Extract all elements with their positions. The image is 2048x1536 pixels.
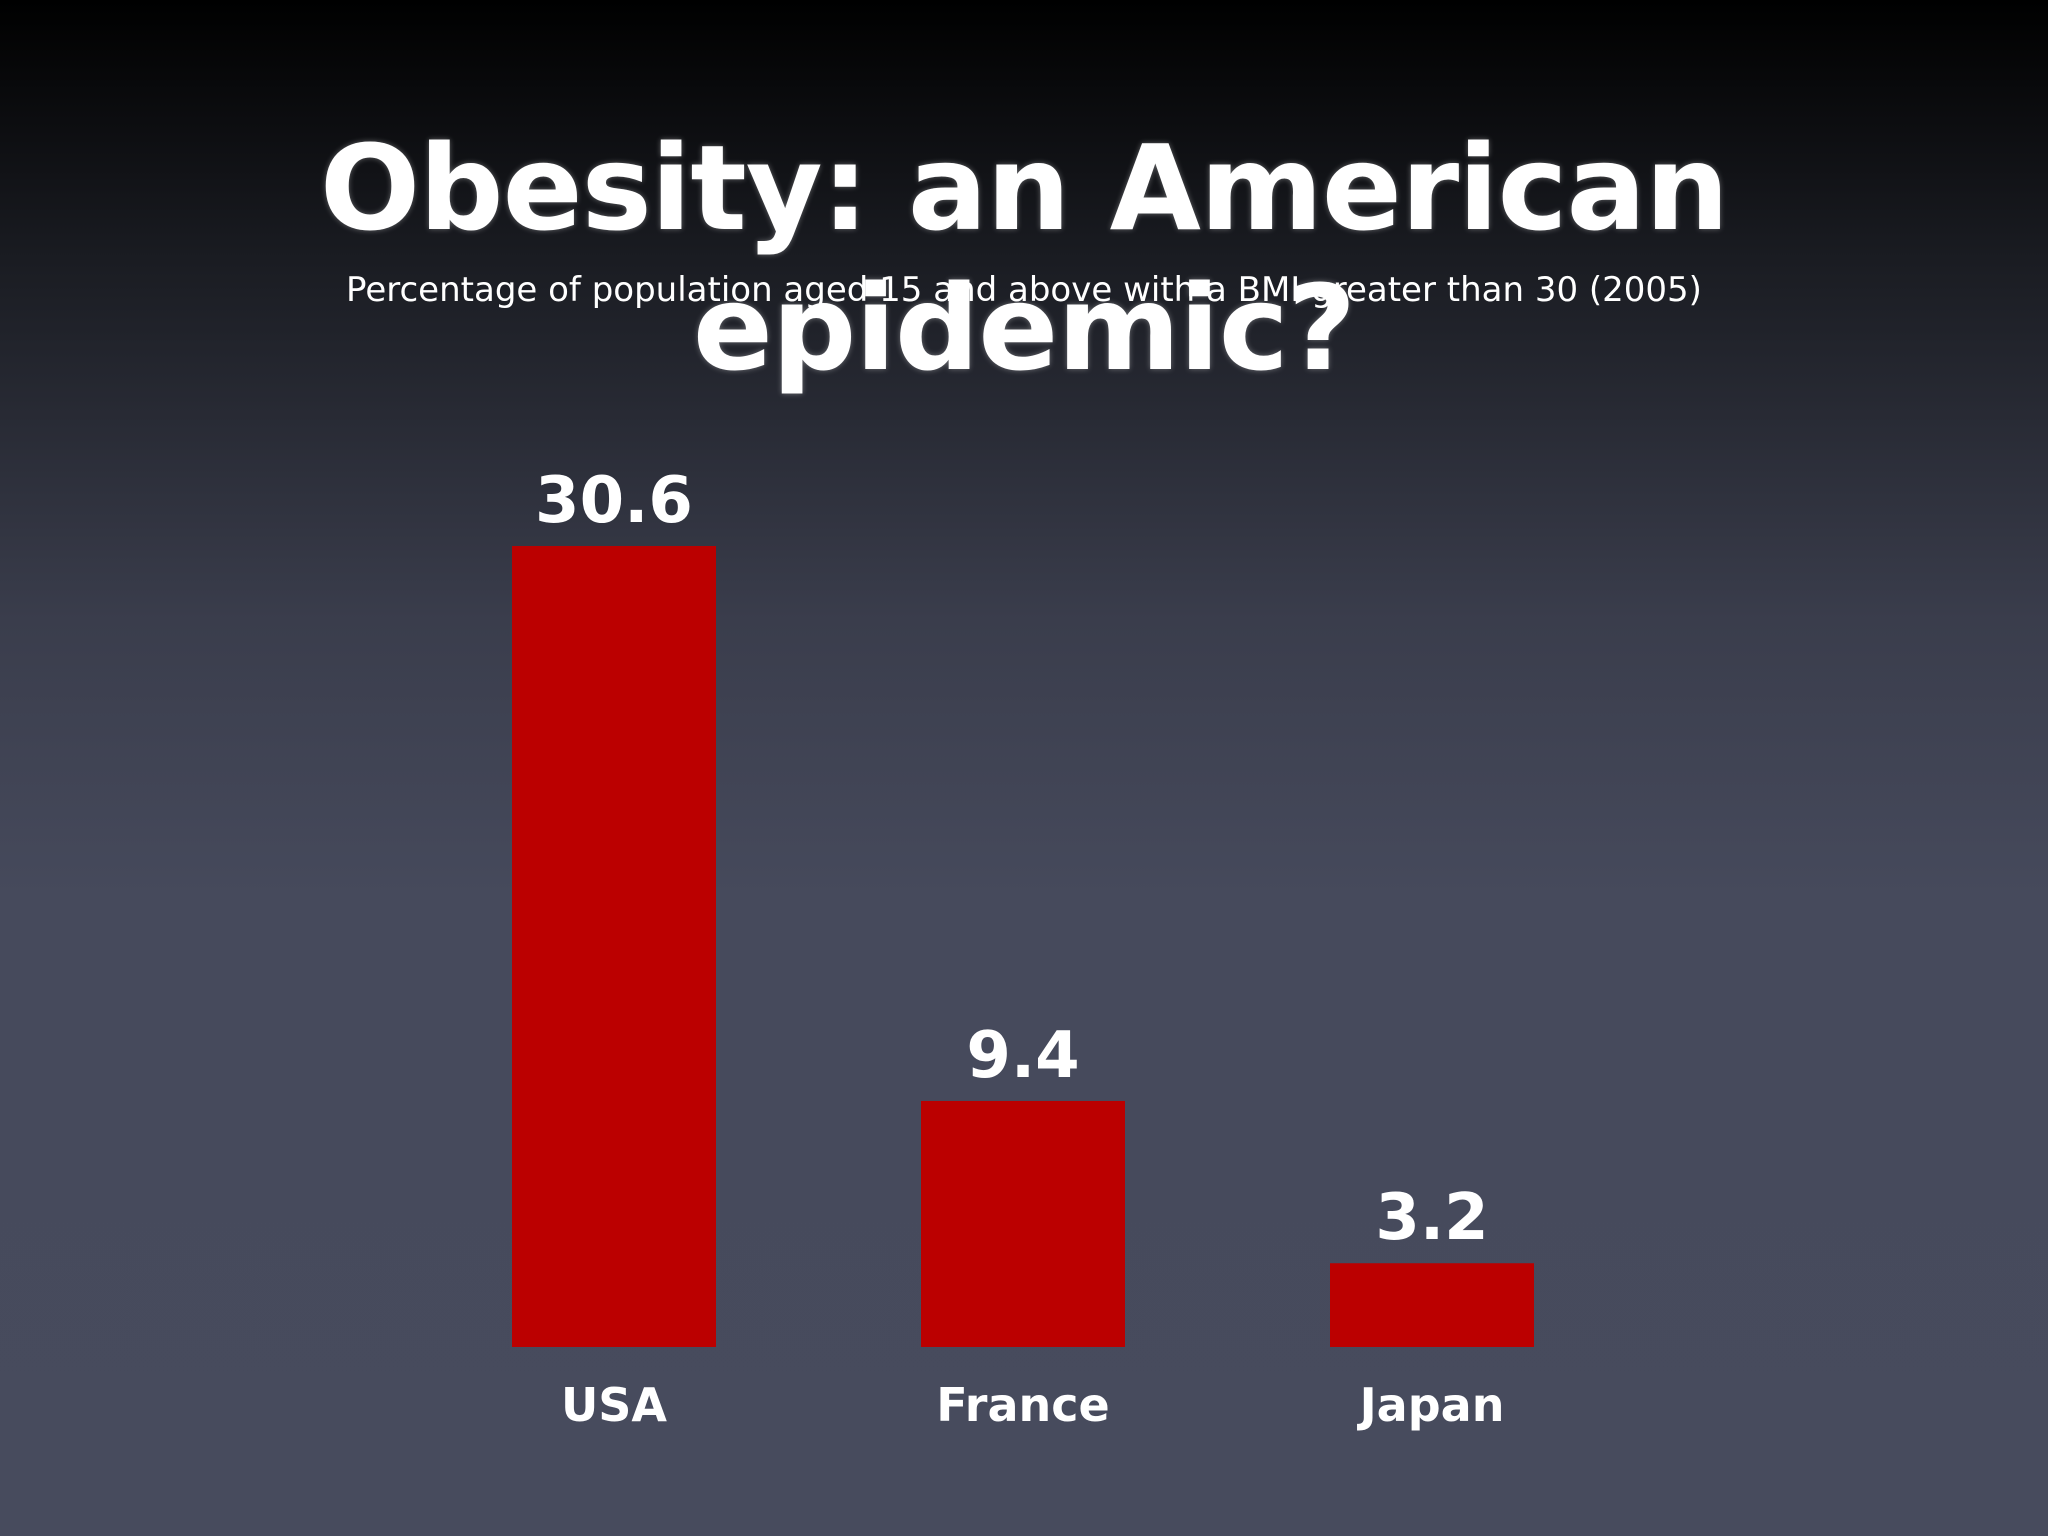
value-label-japan: 3.2 [1375,1181,1488,1255]
value-labels-layer: 30.6 9.4 3.2 [535,464,1489,1255]
chart-title: Obesity: an American epidemic? [319,119,1729,397]
bar-usa [512,546,716,1347]
category-labels-layer: USA France Japan [561,1378,1504,1432]
bar-japan [1330,1263,1534,1347]
bar-france [921,1100,1125,1347]
category-label-japan: Japan [1357,1378,1505,1432]
bars-layer [512,546,1534,1347]
category-label-france: France [936,1378,1109,1432]
value-label-france: 9.4 [966,1019,1079,1093]
value-label-usa: 30.6 [535,464,693,538]
category-label-usa: USA [561,1378,667,1432]
chart-subtitle: Percentage of population aged 15 and abo… [346,270,1702,310]
